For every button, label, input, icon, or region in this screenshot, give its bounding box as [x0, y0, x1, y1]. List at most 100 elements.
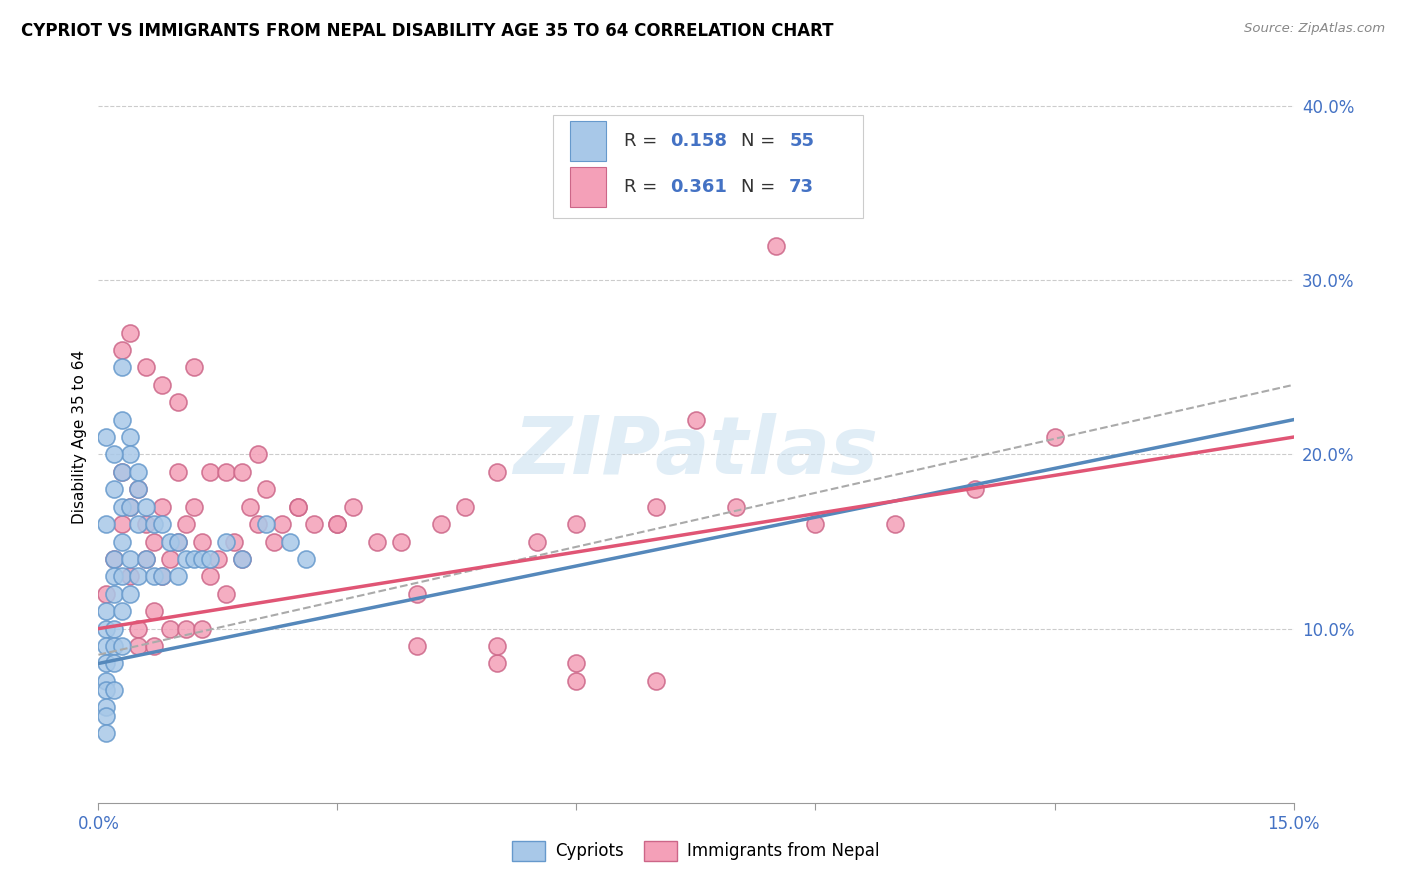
Point	[198, 465, 221, 479]
Text: 0.158: 0.158	[669, 132, 727, 150]
Point	[183, 500, 205, 514]
Point	[685, 412, 707, 426]
Point	[215, 465, 238, 479]
Point	[96, 726, 118, 740]
Point	[231, 552, 253, 566]
Point	[96, 673, 118, 688]
Point	[485, 465, 508, 479]
Point	[103, 682, 125, 697]
Point	[96, 587, 118, 601]
Point	[127, 483, 149, 497]
Point	[246, 517, 269, 532]
Point	[183, 552, 205, 566]
Point	[103, 552, 125, 566]
Point	[96, 700, 118, 714]
Point	[270, 517, 292, 532]
Point	[127, 569, 149, 583]
Point	[246, 448, 269, 462]
Text: CYPRIOT VS IMMIGRANTS FROM NEPAL DISABILITY AGE 35 TO 64 CORRELATION CHART: CYPRIOT VS IMMIGRANTS FROM NEPAL DISABIL…	[21, 22, 834, 40]
Point	[96, 622, 118, 636]
Point	[103, 552, 125, 566]
Point	[183, 360, 205, 375]
Point	[191, 622, 214, 636]
Point	[645, 500, 668, 514]
Point	[127, 483, 149, 497]
Point	[366, 534, 388, 549]
Point	[150, 517, 173, 532]
Text: N =: N =	[741, 132, 782, 150]
Point	[103, 448, 125, 462]
Point	[120, 500, 142, 514]
Point	[150, 569, 173, 583]
Point	[120, 500, 142, 514]
Point	[127, 465, 149, 479]
Point	[526, 534, 548, 549]
Point	[120, 448, 142, 462]
Point	[191, 534, 214, 549]
Point	[406, 639, 429, 653]
Point	[287, 500, 309, 514]
Point	[96, 682, 118, 697]
Point	[120, 326, 142, 340]
Point	[174, 517, 197, 532]
Point	[135, 517, 157, 532]
Point	[167, 534, 190, 549]
Point	[174, 622, 197, 636]
Point	[111, 639, 134, 653]
Point	[167, 534, 190, 549]
Point	[111, 517, 134, 532]
Point	[485, 639, 508, 653]
Point	[963, 483, 986, 497]
FancyBboxPatch shape	[553, 115, 863, 218]
Point	[103, 483, 125, 497]
Point	[287, 500, 309, 514]
Point	[96, 517, 118, 532]
Point	[765, 238, 787, 252]
Point	[565, 673, 588, 688]
Point	[103, 639, 125, 653]
Point	[430, 517, 453, 532]
Point	[143, 517, 166, 532]
Point	[96, 639, 118, 653]
Point	[215, 587, 238, 601]
Point	[174, 552, 197, 566]
Point	[120, 569, 142, 583]
Point	[111, 360, 134, 375]
Point	[96, 708, 118, 723]
Point	[198, 552, 221, 566]
Point	[127, 639, 149, 653]
Text: Source: ZipAtlas.com: Source: ZipAtlas.com	[1244, 22, 1385, 36]
Point	[645, 673, 668, 688]
Text: 0.361: 0.361	[669, 178, 727, 196]
Text: R =: R =	[624, 132, 664, 150]
Point	[454, 500, 477, 514]
Point	[167, 465, 190, 479]
Point	[231, 552, 253, 566]
Point	[231, 465, 253, 479]
Y-axis label: Disability Age 35 to 64: Disability Age 35 to 64	[72, 350, 87, 524]
Point	[135, 360, 157, 375]
Point	[103, 569, 125, 583]
Point	[159, 552, 181, 566]
Point	[135, 500, 157, 514]
Point	[135, 552, 157, 566]
Point	[111, 500, 134, 514]
Point	[103, 657, 125, 671]
Point	[804, 517, 827, 532]
Point	[254, 517, 277, 532]
Point	[167, 395, 190, 409]
Point	[143, 604, 166, 618]
Point	[111, 412, 134, 426]
Point	[191, 552, 214, 566]
Point	[127, 517, 149, 532]
Point	[302, 517, 325, 532]
Point	[150, 569, 173, 583]
Point	[342, 500, 364, 514]
Point	[120, 552, 142, 566]
Point	[406, 587, 429, 601]
Point	[143, 639, 166, 653]
Point	[326, 517, 349, 532]
Point	[239, 500, 262, 514]
Point	[724, 500, 747, 514]
Point	[111, 465, 134, 479]
